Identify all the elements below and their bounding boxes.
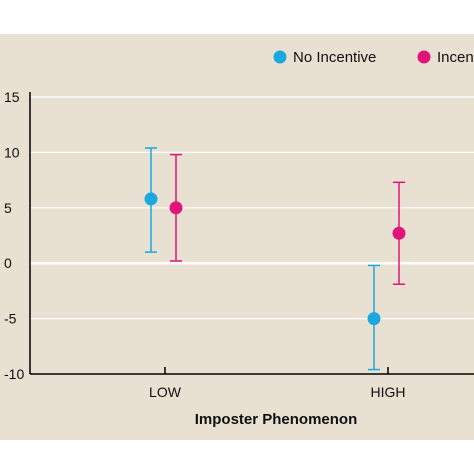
y-tick-label-5: -10	[4, 366, 24, 382]
legend: No Incentive Incen	[273, 49, 474, 66]
legend-marker-no-incentive	[273, 50, 287, 64]
data-marks	[144, 147, 406, 371]
legend-label-incentive: Incen	[437, 49, 474, 66]
legend-label-no-incentive: No Incentive	[293, 49, 376, 66]
y-tick-label-0: 15	[4, 89, 20, 105]
data-point-0-1	[367, 312, 381, 326]
data-point-0-0	[144, 192, 158, 206]
y-tick-label-4: -5	[4, 311, 17, 327]
x-axis-title: Imposter Phenomenon	[195, 411, 358, 428]
data-point-1-1	[392, 226, 406, 240]
y-tick-label-1: 10	[4, 144, 20, 160]
y-tick-labels: 15 10 5 0 -5 -10	[4, 89, 24, 382]
x-tick-labels: LOW HIGH	[149, 367, 406, 400]
legend-marker-incentive	[417, 50, 431, 64]
gridlines	[30, 96, 474, 320]
y-tick-label-3: 0	[4, 255, 12, 271]
x-tick-label-1: HIGH	[371, 384, 406, 400]
x-tick-label-0: LOW	[149, 384, 182, 400]
data-point-1-0	[169, 201, 183, 215]
axes	[29, 92, 474, 375]
y-tick-label-2: 5	[4, 200, 12, 216]
